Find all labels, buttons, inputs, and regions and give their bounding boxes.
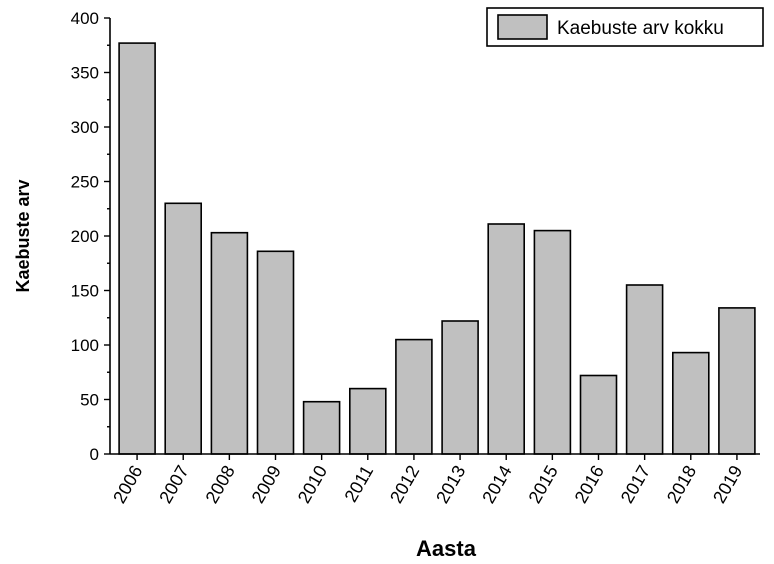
bar-2017 [625,284,664,455]
x-tick-label: 2009 [248,462,285,507]
legend: Kaebuste arv kokku [486,7,764,47]
y-tick-label: 250 [71,173,99,192]
x-tick-label: 2012 [386,462,423,507]
y-axis: 0 50 100 150 200 250 300 350 400 [71,9,111,464]
y-tick-label: 400 [71,9,99,28]
x-tick-label: 2007 [155,462,192,507]
bar-2019 [718,307,756,455]
x-tick-label: 2019 [709,462,746,507]
bar-2014 [487,223,526,455]
y-tick-label: 200 [71,227,99,246]
x-tick-label: 2015 [524,462,561,507]
bar-2010 [302,400,341,455]
bar-2013 [441,320,479,455]
y-tick-label: 50 [80,391,99,410]
bar-2009 [256,250,295,455]
x-tick-label: 2016 [571,462,608,507]
x-tick-label: 2010 [294,462,331,507]
y-tick-label: 300 [71,118,99,137]
y-tick-label: 0 [90,445,99,464]
bar-2012 [395,338,433,455]
bar-2011 [348,387,387,455]
x-tick-label: 2018 [663,462,700,507]
x-axis-title: Aasta [416,536,477,561]
x-tick-label: 2013 [432,462,469,507]
bar-2006 [118,42,156,455]
y-axis-title: Kaebuste arv [13,179,33,292]
bar-2007 [164,202,202,455]
legend-label: Kaebuste arv kokku [557,18,724,39]
bars-group [118,42,756,455]
y-tick-label: 100 [71,336,99,355]
x-tick-label: 2017 [617,462,654,507]
bar-2015 [533,229,572,455]
x-tick-label: 2008 [201,462,238,507]
x-axis: 2006 2007 2008 2009 2010 2011 2012 2013 2014 2015… [109,453,760,507]
y-tick-label: 350 [71,64,99,83]
x-tick-label: 2014 [478,462,515,507]
legend-swatch [497,14,548,40]
x-tick-label: 2006 [109,462,146,507]
bar-2018 [671,351,710,455]
bar-2016 [579,374,618,455]
bar-2008 [210,231,249,455]
y-tick-label: 150 [71,282,99,301]
x-tick-label: 2011 [341,462,378,506]
